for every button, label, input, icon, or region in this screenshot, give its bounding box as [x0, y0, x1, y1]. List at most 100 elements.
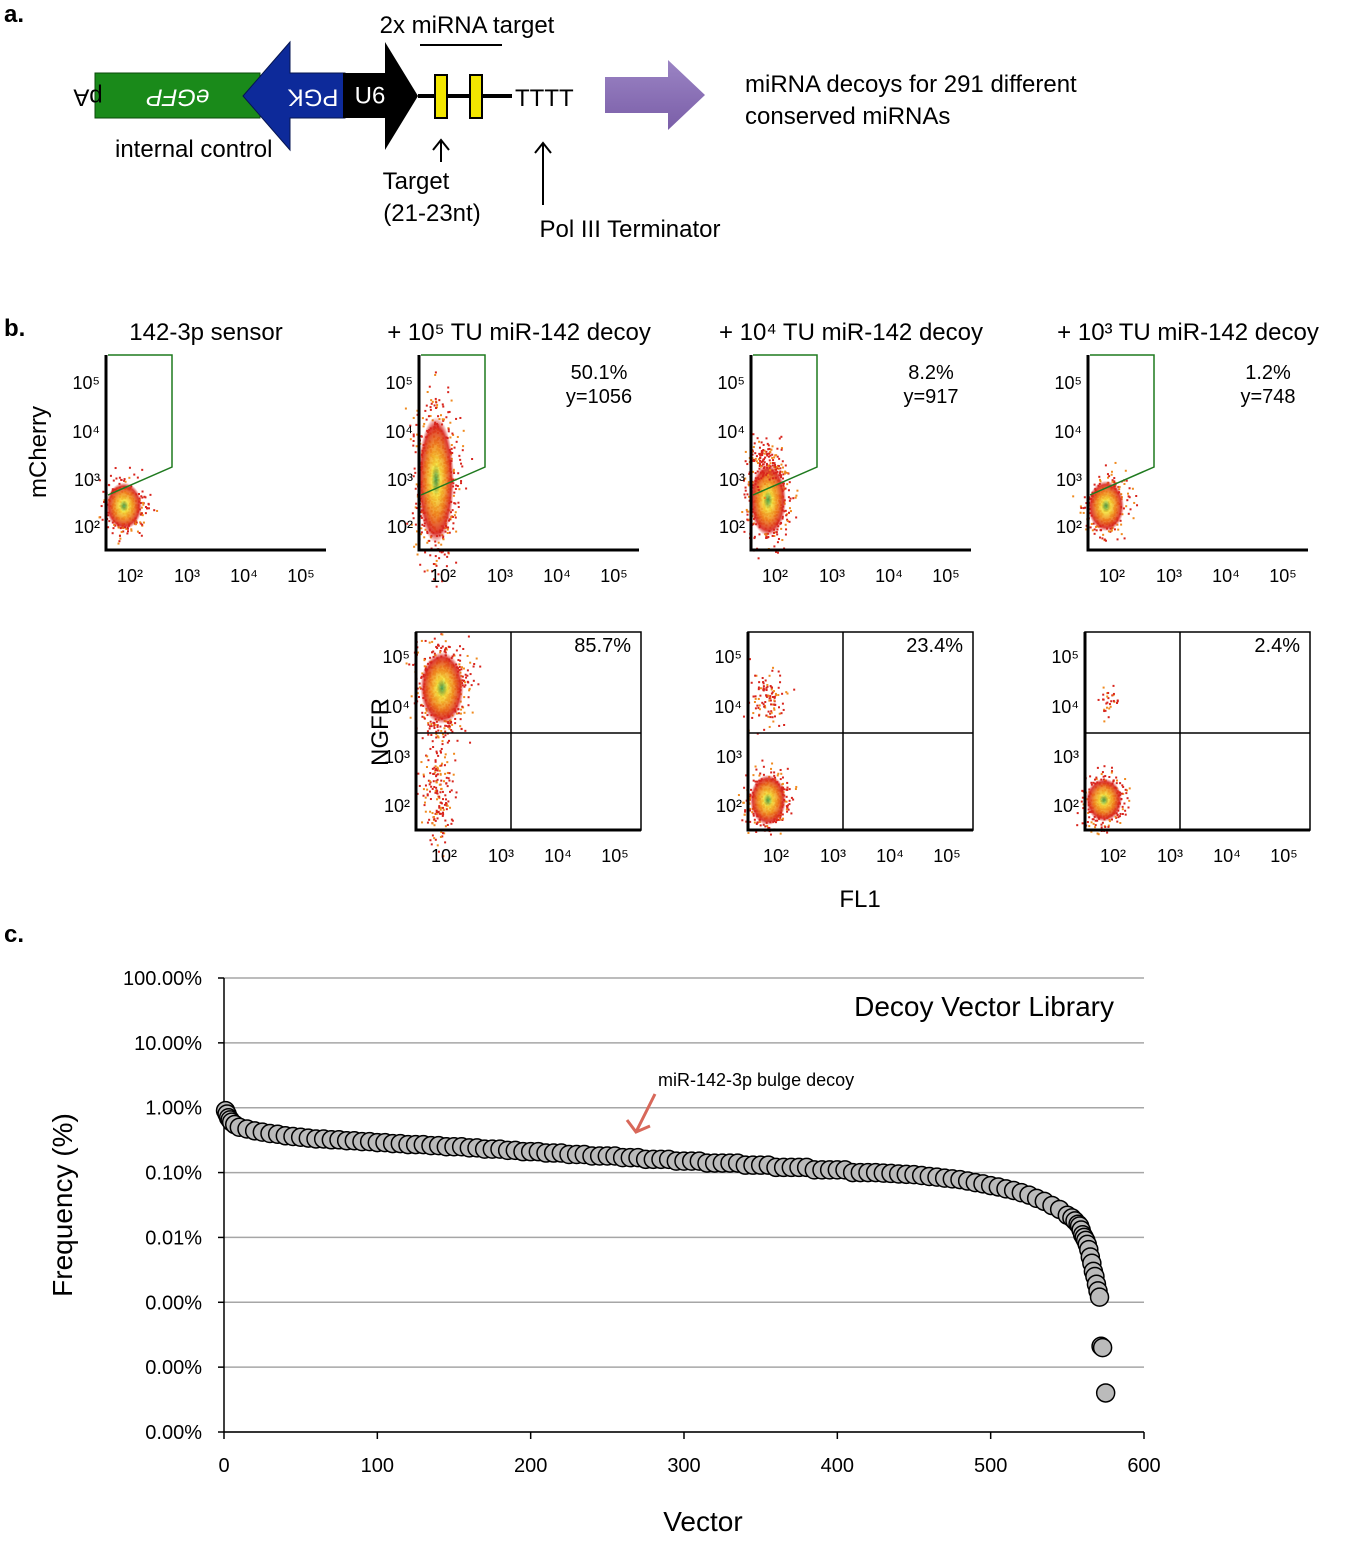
- x-tick-label: 10³: [487, 566, 513, 586]
- x-tick-label: 10⁵: [600, 566, 627, 586]
- cell-dot: [118, 540, 120, 542]
- cell-dot: [773, 535, 775, 537]
- cell-dot: [789, 521, 791, 523]
- x-axis-label: Vector: [663, 1506, 742, 1537]
- cell-dot: [453, 774, 455, 776]
- cell-dot: [787, 520, 789, 522]
- cell-dot: [458, 663, 460, 665]
- cell-dot: [437, 770, 439, 772]
- cell-dot: [1072, 495, 1074, 497]
- cell-dot: [442, 403, 444, 405]
- cell-dot: [763, 685, 765, 687]
- cell-dot: [457, 502, 459, 504]
- cell-dot: [763, 463, 765, 465]
- cell-dot: [774, 466, 776, 468]
- density-core: [750, 775, 786, 825]
- cell-dot: [415, 488, 417, 490]
- cell-dot: [442, 740, 444, 742]
- cell-dot: [1081, 790, 1083, 792]
- gate-percent: 1.2%: [1245, 362, 1291, 384]
- cell-dot: [795, 495, 797, 497]
- cell-dot: [1102, 822, 1104, 824]
- y-tick-label: 10⁴: [1054, 422, 1082, 442]
- cell-dot: [1133, 517, 1135, 519]
- cell-dot: [464, 730, 466, 732]
- cell-dot: [413, 475, 415, 477]
- cell-dot: [1130, 508, 1132, 510]
- cell-dot: [1125, 814, 1127, 816]
- cell-dot: [476, 658, 478, 660]
- cell-dot: [447, 391, 449, 393]
- cell-dot: [786, 806, 788, 808]
- cell-dot: [454, 722, 456, 724]
- target-label: Target: [383, 168, 450, 195]
- cell-dot: [766, 825, 768, 827]
- cell-dot: [1083, 512, 1085, 514]
- cell-dot: [464, 684, 466, 686]
- cell-dot: [423, 423, 425, 425]
- cell-dot: [746, 463, 748, 465]
- cell-dot: [758, 489, 760, 491]
- cell-dot: [415, 524, 417, 526]
- cell-dot: [781, 471, 783, 473]
- cell-dot: [763, 766, 765, 768]
- cell-dot: [758, 468, 760, 470]
- cell-dot: [776, 533, 778, 535]
- cell-dot: [434, 638, 436, 640]
- cell-dot: [1087, 821, 1089, 823]
- cell-dot: [752, 433, 754, 435]
- x-tick-label: 10⁴: [1213, 846, 1241, 866]
- cell-dot: [437, 768, 439, 770]
- cell-dot: [788, 489, 790, 491]
- cell-dot: [441, 748, 443, 750]
- cell-dot: [786, 483, 788, 485]
- cell-dot: [418, 696, 420, 698]
- cell-dot: [133, 474, 135, 476]
- cell-dot: [765, 437, 767, 439]
- cell-dot: [419, 785, 421, 787]
- cell-dot: [454, 759, 456, 761]
- cell-dot: [778, 706, 780, 708]
- cell-dot: [1080, 512, 1082, 514]
- cell-dot: [1116, 702, 1118, 704]
- cell-dot: [745, 460, 747, 462]
- cell-dot: [433, 837, 435, 839]
- cell-dot: [1081, 801, 1083, 803]
- x-tick-label: 10²: [430, 566, 456, 586]
- cell-dot: [1128, 495, 1130, 497]
- cell-dot: [455, 562, 457, 564]
- plot-title: + 10⁵ TU miR-142 decoy: [387, 319, 651, 346]
- cell-dot: [789, 800, 791, 802]
- cell-dot: [768, 444, 770, 446]
- cell-dot: [434, 771, 436, 773]
- cell-dot: [765, 451, 767, 453]
- cell-dot: [448, 646, 450, 648]
- cell-dot: [141, 524, 143, 526]
- cell-dot: [754, 483, 756, 485]
- quadrant-percent: 23.4%: [906, 635, 963, 657]
- cell-dot: [773, 709, 775, 711]
- cell-dot: [458, 488, 460, 490]
- cell-dot: [1122, 806, 1124, 808]
- cell-dot: [1106, 696, 1108, 698]
- cell-dot: [452, 820, 454, 822]
- cell-dot: [448, 740, 450, 742]
- cell-dot: [763, 458, 765, 460]
- cell-dot: [426, 542, 428, 544]
- cell-dot: [139, 532, 141, 534]
- cell-dot: [766, 686, 768, 688]
- cell-dot: [457, 436, 459, 438]
- cell-dot: [782, 818, 784, 820]
- cell-dot: [745, 490, 747, 492]
- cell-dot: [431, 403, 433, 405]
- cell-dot: [440, 730, 442, 732]
- cell-dot: [429, 780, 431, 782]
- cell-dot: [433, 563, 435, 565]
- cell-dot: [459, 417, 461, 419]
- cell-dot: [1121, 533, 1123, 535]
- cell-dot: [465, 677, 467, 679]
- x-tick-label: 500: [974, 1455, 1007, 1477]
- cell-dot: [1089, 775, 1091, 777]
- cell-dot: [440, 750, 442, 752]
- cell-dot: [1095, 820, 1097, 822]
